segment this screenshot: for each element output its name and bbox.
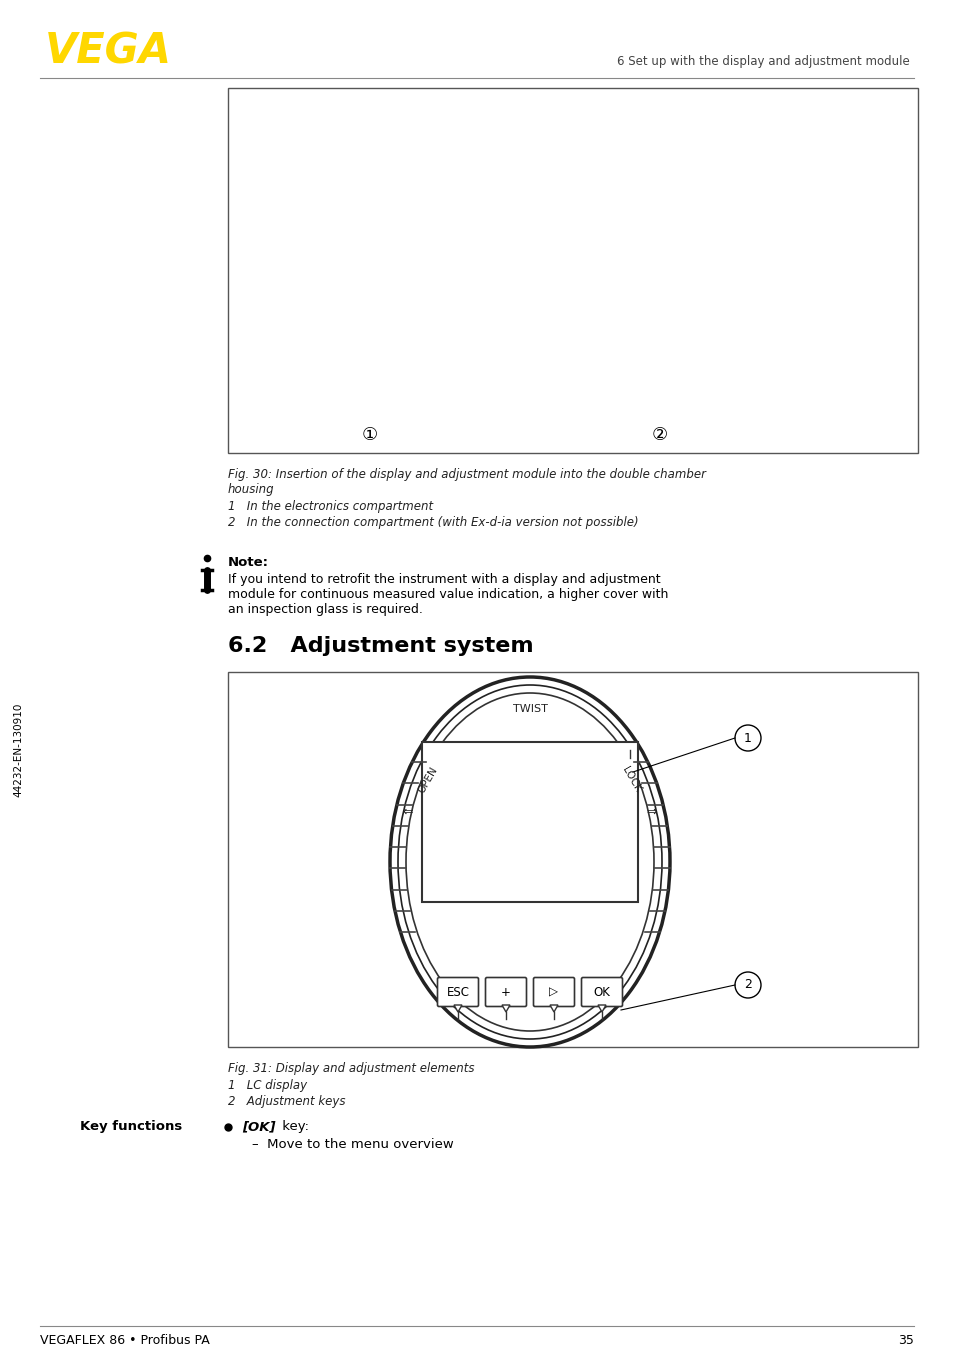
Text: 1   In the electronics compartment: 1 In the electronics compartment [228, 500, 433, 513]
Text: Key functions: Key functions [80, 1120, 182, 1133]
Text: 1: 1 [743, 731, 751, 745]
Text: housing: housing [228, 483, 274, 496]
Polygon shape [598, 1005, 605, 1011]
Text: OPEN: OPEN [416, 765, 439, 795]
FancyBboxPatch shape [581, 978, 622, 1006]
Bar [421, 742, 638, 902]
Text: module for continuous measured value indication, a higher cover with: module for continuous measured value ind… [228, 588, 668, 601]
Text: OK: OK [593, 986, 610, 998]
Text: ①: ① [361, 427, 377, 444]
Text: ⇒: ⇒ [646, 806, 657, 819]
Bar [228, 88, 917, 454]
Text: VEGAFLEX 86 • Profibus PA: VEGAFLEX 86 • Profibus PA [40, 1334, 210, 1346]
Text: ESC: ESC [446, 986, 469, 998]
Text: 2   In the connection compartment (with Ex-d-ia version not possible): 2 In the connection compartment (with Ex… [228, 516, 638, 529]
Text: Fig. 31: Display and adjustment elements: Fig. 31: Display and adjustment elements [228, 1062, 474, 1075]
Circle shape [734, 724, 760, 751]
Text: key:: key: [277, 1120, 309, 1133]
Text: 1   LC display: 1 LC display [228, 1079, 307, 1091]
Text: 2: 2 [743, 979, 751, 991]
FancyBboxPatch shape [485, 978, 526, 1006]
Text: Note:: Note: [228, 556, 269, 569]
Text: VEGA: VEGA [45, 31, 172, 73]
Text: 35: 35 [897, 1334, 913, 1346]
Text: 44232-EN-130910: 44232-EN-130910 [13, 703, 23, 798]
Polygon shape [454, 1005, 461, 1011]
Text: 2   Adjustment keys: 2 Adjustment keys [228, 1095, 345, 1108]
Text: –  Move to the menu overview: – Move to the menu overview [252, 1137, 454, 1151]
Polygon shape [550, 1005, 558, 1011]
Text: [OK]: [OK] [242, 1120, 275, 1133]
Text: Fig. 30: Insertion of the display and adjustment module into the double chamber: Fig. 30: Insertion of the display and ad… [228, 468, 705, 481]
Text: ▷: ▷ [549, 986, 558, 998]
Text: If you intend to retrofit the instrument with a display and adjustment: If you intend to retrofit the instrument… [228, 573, 659, 586]
FancyBboxPatch shape [533, 978, 574, 1006]
Text: 6 Set up with the display and adjustment module: 6 Set up with the display and adjustment… [617, 56, 909, 69]
Text: 6.2   Adjustment system: 6.2 Adjustment system [228, 636, 533, 655]
FancyBboxPatch shape [437, 978, 478, 1006]
Polygon shape [501, 1005, 510, 1011]
Text: ②: ② [651, 427, 667, 444]
Text: LOCK: LOCK [620, 765, 642, 795]
Text: +: + [500, 986, 511, 998]
Text: ⇐: ⇐ [402, 806, 413, 819]
Text: TWIST: TWIST [512, 704, 547, 714]
Bar [228, 672, 917, 1047]
Circle shape [734, 972, 760, 998]
Text: an inspection glass is required.: an inspection glass is required. [228, 603, 422, 616]
